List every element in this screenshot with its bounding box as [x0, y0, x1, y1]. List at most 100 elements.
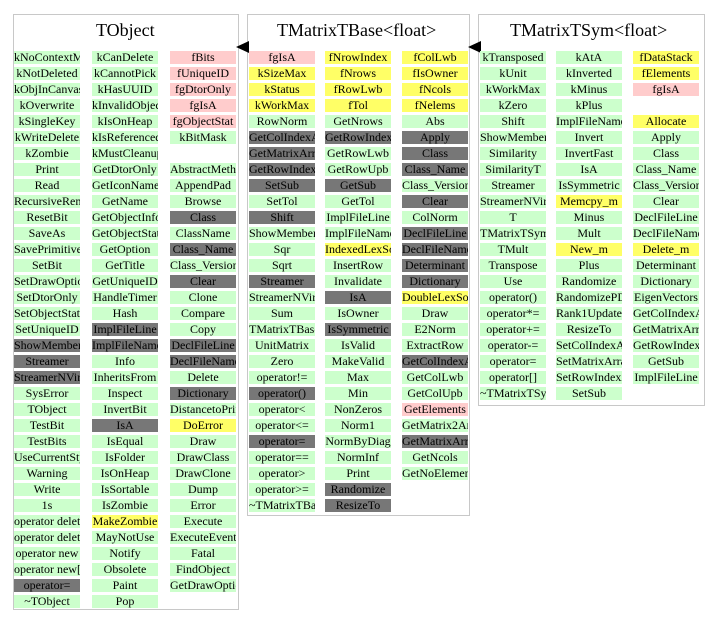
member-cell[interactable]: ImplFileName — [325, 227, 391, 240]
member-cell[interactable]: fgObjectStat — [170, 115, 236, 128]
member-cell[interactable]: operator<= — [249, 419, 315, 432]
member-cell[interactable]: Similarity — [480, 147, 546, 160]
member-cell[interactable]: Info — [92, 355, 158, 368]
member-cell[interactable]: kZero — [480, 99, 546, 112]
member-cell[interactable]: GetNrows — [325, 115, 391, 128]
member-cell[interactable]: operator() — [249, 387, 315, 400]
member-cell[interactable]: ResetBit — [14, 211, 80, 224]
member-cell[interactable]: operator-= — [480, 339, 546, 352]
member-cell[interactable]: fBits — [170, 51, 236, 64]
member-cell[interactable]: Streamer — [480, 179, 546, 192]
member-cell[interactable]: kNoContextMenu — [14, 51, 80, 64]
member-cell[interactable]: GetUniqueID — [92, 275, 158, 288]
member-cell[interactable]: T — [480, 211, 546, 224]
member-cell[interactable]: Sqrt — [249, 259, 315, 272]
member-cell[interactable]: ImplFileName — [92, 339, 158, 352]
member-cell[interactable]: operator delete — [14, 515, 80, 528]
member-cell[interactable]: NormInf — [325, 451, 391, 464]
member-cell[interactable]: InsertRow — [325, 259, 391, 272]
member-cell[interactable]: InvertFast — [556, 147, 622, 160]
member-cell[interactable]: StreamerNVirtual — [14, 371, 80, 384]
member-cell[interactable]: Max — [325, 371, 391, 384]
member-cell[interactable]: operator[] — [480, 371, 546, 384]
member-cell[interactable]: kCanDelete — [92, 51, 158, 64]
member-cell[interactable]: GetColIndexArray — [249, 131, 315, 144]
member-cell[interactable]: SetUniqueID — [14, 323, 80, 336]
member-cell[interactable]: MayNotUse — [92, 531, 158, 544]
member-cell[interactable]: ExecuteEvent — [170, 531, 236, 544]
member-cell[interactable]: ResizeTo — [556, 323, 622, 336]
member-cell[interactable]: AppendPad — [170, 179, 236, 192]
member-cell[interactable]: Inspect — [92, 387, 158, 400]
member-cell[interactable]: Dictionary — [633, 275, 699, 288]
member-cell[interactable]: TMatrixTBase<float> — [249, 323, 315, 336]
member-cell[interactable]: Norm1 — [325, 419, 391, 432]
member-cell[interactable]: kInvalidObject — [92, 99, 158, 112]
member-cell[interactable]: GetRowUpb — [325, 163, 391, 176]
member-cell[interactable]: DeclFileLine — [170, 339, 236, 352]
member-cell[interactable]: Class — [633, 147, 699, 160]
member-cell[interactable]: GetDrawOption — [170, 579, 236, 592]
member-cell[interactable]: Error — [170, 499, 236, 512]
member-cell[interactable]: Randomize — [325, 483, 391, 496]
member-cell[interactable]: GetName — [92, 195, 158, 208]
member-cell[interactable]: ColNorm — [402, 211, 468, 224]
member-cell[interactable]: InvertBit — [92, 403, 158, 416]
member-cell[interactable]: GetNoElements — [402, 467, 468, 480]
member-cell[interactable]: GetSub — [633, 355, 699, 368]
member-cell[interactable]: fgDtorOnly — [170, 83, 236, 96]
member-cell[interactable]: DeclFileLine — [402, 227, 468, 240]
member-cell[interactable]: operator!= — [249, 371, 315, 384]
member-cell[interactable]: kStatus — [249, 83, 315, 96]
member-cell[interactable]: fgIsA — [633, 83, 699, 96]
member-cell[interactable]: Transpose — [480, 259, 546, 272]
member-cell[interactable]: TestBit — [14, 419, 80, 432]
member-cell[interactable]: operator== — [249, 451, 315, 464]
member-cell[interactable]: Shift — [249, 211, 315, 224]
member-cell[interactable]: GetRowIndexArray — [249, 163, 315, 176]
member-cell[interactable]: Sqr — [249, 243, 315, 256]
member-cell[interactable]: Write — [14, 483, 80, 496]
member-cell[interactable]: RecursiveRemove — [14, 195, 80, 208]
member-cell[interactable]: GetRowLwb — [325, 147, 391, 160]
member-cell[interactable]: IsA — [92, 419, 158, 432]
member-cell[interactable]: MakeValid — [325, 355, 391, 368]
member-cell[interactable]: Memcpy_m — [556, 195, 622, 208]
member-cell[interactable]: fElements — [633, 67, 699, 80]
member-cell[interactable]: SysError — [14, 387, 80, 400]
member-cell[interactable]: UseCurrentStyle — [14, 451, 80, 464]
member-cell[interactable]: kWorkMax — [480, 83, 546, 96]
member-cell[interactable]: operator new — [14, 547, 80, 560]
member-cell[interactable]: ImplFileLine — [92, 323, 158, 336]
member-cell[interactable]: Warning — [14, 467, 80, 480]
member-cell[interactable]: SetDrawOption — [14, 275, 80, 288]
member-cell[interactable]: kUnit — [480, 67, 546, 80]
member-cell[interactable]: ExtractRow — [402, 339, 468, 352]
member-cell[interactable]: operator> — [249, 467, 315, 480]
member-cell[interactable]: kIsOnHeap — [92, 115, 158, 128]
member-cell[interactable]: fDataStack — [633, 51, 699, 64]
member-cell[interactable]: Class_Name — [170, 243, 236, 256]
member-cell[interactable]: RowNorm — [249, 115, 315, 128]
member-cell[interactable]: kIsReferenced — [92, 131, 158, 144]
member-cell[interactable]: ResizeTo — [325, 499, 391, 512]
member-cell[interactable]: GetMatrix2Array — [402, 419, 468, 432]
member-cell[interactable]: operator delete[] — [14, 531, 80, 544]
member-cell[interactable]: MakeZombie — [92, 515, 158, 528]
member-cell[interactable]: operator= — [480, 355, 546, 368]
member-cell[interactable]: Dictionary — [402, 275, 468, 288]
member-cell[interactable]: SetSub — [556, 387, 622, 400]
member-cell[interactable]: UnitMatrix — [249, 339, 315, 352]
member-cell[interactable]: Apply — [633, 131, 699, 144]
member-cell[interactable]: ShowMembers — [14, 339, 80, 352]
member-cell[interactable]: Class_Version — [170, 259, 236, 272]
member-cell[interactable]: Copy — [170, 323, 236, 336]
member-cell[interactable]: Paint — [92, 579, 158, 592]
member-cell[interactable]: kCannotPick — [92, 67, 158, 80]
member-cell[interactable]: NonZeros — [325, 403, 391, 416]
member-cell[interactable]: SimilarityT — [480, 163, 546, 176]
member-cell[interactable]: Class_Version — [633, 179, 699, 192]
member-cell[interactable]: Clear — [402, 195, 468, 208]
member-cell[interactable]: InheritsFrom — [92, 371, 158, 384]
member-cell[interactable]: kObjInCanvas — [14, 83, 80, 96]
